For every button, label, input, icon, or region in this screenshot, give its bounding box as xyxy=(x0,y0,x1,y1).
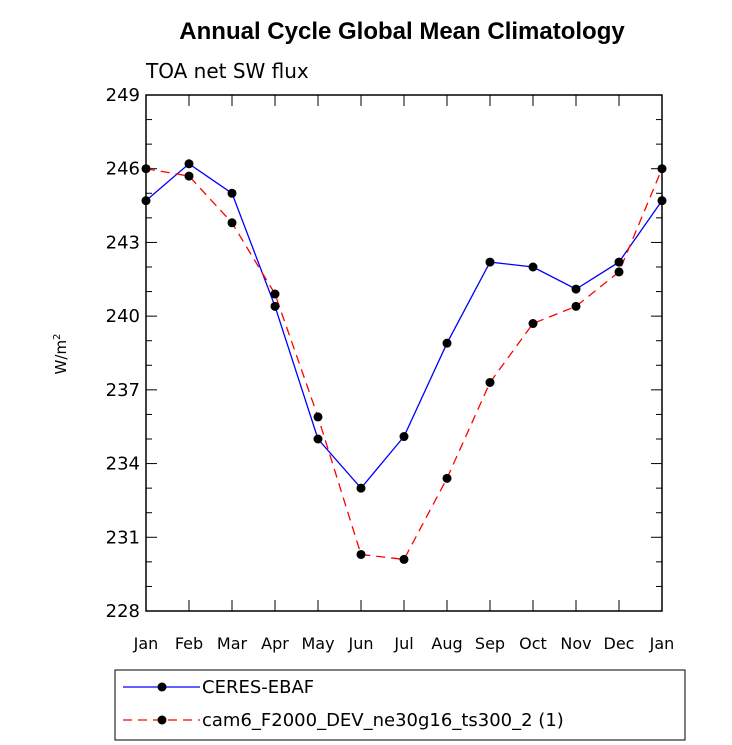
y-tick-label: 240 xyxy=(106,306,140,327)
legend-swatch-marker-1 xyxy=(157,682,167,692)
x-tick-label: Apr xyxy=(261,634,289,653)
series-1-point xyxy=(571,284,581,294)
axis-ticks xyxy=(145,94,663,612)
plot-area-frame xyxy=(145,94,663,612)
series-2-point xyxy=(614,267,624,277)
y-tick-label: 234 xyxy=(106,454,140,475)
series-2-point xyxy=(356,549,366,559)
x-tick-label: Jan xyxy=(649,634,675,653)
series-1-point xyxy=(313,434,323,444)
legend-entry-2: cam6_F2000_DEV_ne30g16_ts300_2 (1) xyxy=(202,710,564,731)
legend-swatch-marker-2 xyxy=(157,715,167,725)
series-2-point xyxy=(442,473,452,483)
y-tick-label: 249 xyxy=(106,85,140,106)
x-tick-label: Jun xyxy=(348,634,374,653)
svg-text:W/m2: W/m2 xyxy=(52,334,70,375)
y-tick-label: 243 xyxy=(106,232,140,253)
x-tick-label: Oct xyxy=(519,634,547,653)
x-tick-label: Jan xyxy=(133,634,159,653)
series-layer xyxy=(141,159,667,564)
x-tick-label: Dec xyxy=(604,634,635,653)
x-tick-label: Aug xyxy=(431,634,462,653)
y-tick-label: 246 xyxy=(106,159,140,180)
x-tick-label: May xyxy=(301,634,334,653)
series-2-point xyxy=(313,412,323,422)
x-tick-label: Jul xyxy=(393,634,413,653)
x-tick-label: Sep xyxy=(475,634,505,653)
series-2-point xyxy=(571,301,581,311)
y-axis-label: W/m2 xyxy=(52,334,70,375)
series-1-point xyxy=(528,262,538,272)
x-tick-label: Feb xyxy=(175,634,203,653)
series-2-point xyxy=(227,218,237,228)
y-tick-label: 231 xyxy=(106,527,140,548)
series-1-point xyxy=(485,257,495,267)
x-tick-label: Mar xyxy=(217,634,248,653)
series-2-point xyxy=(485,377,495,387)
series-2-point xyxy=(270,289,280,299)
x-tick-label: Nov xyxy=(560,634,591,653)
x-tick-labels: Jan Feb Mar Apr May Jun Jul Aug Sep Oct Nov Dec Jan xyxy=(133,634,675,653)
legend-entry-1: CERES-EBAF xyxy=(202,677,314,698)
y-tick-labels: 228 231 234 237 240 243 246 249 xyxy=(106,85,140,622)
series-1-point xyxy=(356,483,366,493)
series-line-2 xyxy=(145,168,663,561)
series-2-point xyxy=(399,554,409,564)
series-2-point xyxy=(528,319,538,329)
y-tick-label: 237 xyxy=(106,380,140,401)
chart-title: Annual Cycle Global Mean Climatology xyxy=(179,18,625,45)
y-axis-label-text: W/m xyxy=(52,340,70,375)
series-1-point xyxy=(614,257,624,267)
series-1-point xyxy=(399,432,409,442)
series-1-point xyxy=(227,188,237,198)
y-axis-label-superscript: 2 xyxy=(52,334,63,340)
series-1-point xyxy=(270,301,280,311)
chart-subtitle: TOA net SW flux xyxy=(145,59,309,83)
series-2-point xyxy=(184,171,194,181)
legend-box xyxy=(114,669,686,741)
y-tick-label: 228 xyxy=(106,601,140,622)
legend: CERES-EBAF cam6_F2000_DEV_ne30g16_ts300_2… xyxy=(114,669,686,741)
series-1-point xyxy=(442,338,452,348)
series-1-point xyxy=(184,159,194,169)
